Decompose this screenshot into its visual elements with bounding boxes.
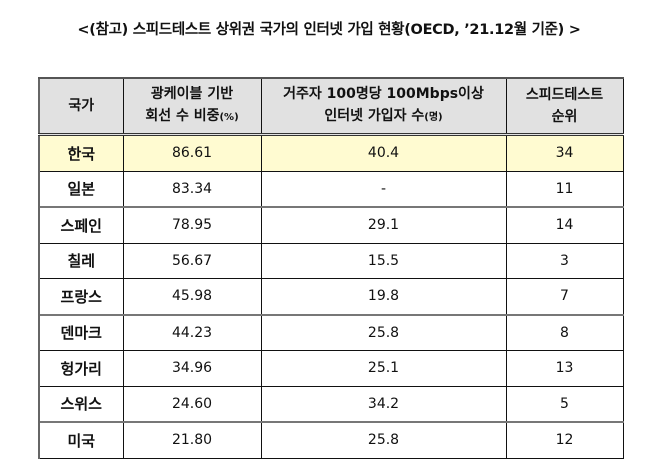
cell-subscribers: 34.2 [260,385,507,423]
header-speedtest-line1: 스피드테스트 [525,87,604,103]
header-speedtest-line2: 순위 [551,109,578,125]
cell-fiber-share: 83.34 [122,170,262,208]
cell-fiber-share: 45.98 [122,278,262,315]
table-row: 일본 83.34 - 11 [38,170,624,208]
table-row: 미국 21.80 25.8 12 [38,421,624,459]
cell-speedtest-rank: 13 [505,350,624,387]
cell-fiber-share: 78.95 [122,206,262,244]
header-subscribers-text: 인터넷 가입자 수 [324,108,425,124]
cell-country: 스페인 [38,206,124,244]
header-country-label: 국가 [68,98,95,114]
cell-subscribers: 25.1 [260,350,507,387]
cell-country: 미국 [38,421,124,459]
header-fiber-share-text: 회선 수 비중 [145,108,220,124]
cell-country: 스위스 [38,385,124,423]
cell-subscribers: 25.8 [260,313,507,351]
cell-speedtest-rank: 7 [505,278,624,315]
table-row: 스페인 78.95 29.1 14 [38,206,624,244]
cell-fiber-share: 44.23 [122,313,262,351]
cell-fiber-share: 56.67 [122,242,262,279]
cell-subscribers: - [260,170,507,208]
cell-subscribers: 29.1 [260,206,507,244]
table-row-korea: 한국 86.61 40.4 34 [38,134,624,172]
cell-subscribers: 19.8 [260,278,507,315]
header-fiber-share: 광케이블 기반 회선 수 비중(%) [122,77,262,136]
cell-subscribers: 25.8 [260,421,507,459]
cell-country: 헝가리 [38,350,124,387]
cell-country: 칠레 [38,242,124,279]
header-fiber-share-line1: 광케이블 기반 [150,86,234,102]
cell-subscribers: 15.5 [260,242,507,279]
header-fiber-share-unit: (%) [219,112,239,123]
cell-speedtest-rank: 11 [505,170,624,208]
table-row: 칠레 56.67 15.5 3 [38,242,624,279]
cell-country: 한국 [38,134,124,172]
cell-speedtest-rank: 8 [505,313,624,351]
cell-country: 프랑스 [38,278,124,315]
cell-speedtest-rank: 5 [505,385,624,423]
table-row: 덴마크 44.23 25.8 8 [38,313,624,351]
cell-fiber-share: 34.96 [122,350,262,387]
table-row: 헝가리 34.96 25.1 13 [38,350,624,387]
cell-subscribers: 40.4 [260,134,507,172]
cell-fiber-share: 21.80 [122,421,262,459]
header-fiber-share-line2: 회선 수 비중(%) [124,105,261,129]
header-subscribers-line1: 거주자 100명당 100Mbps이상 [283,86,484,102]
cell-speedtest-rank: 12 [505,421,624,459]
header-speedtest-rank: 스피드테스트 순위 [505,77,624,136]
header-country: 국가 [38,77,124,136]
header-subscribers-unit: (명) [424,112,443,123]
cell-speedtest-rank: 14 [505,206,624,244]
cell-fiber-share: 86.61 [122,134,262,172]
cell-country: 일본 [38,170,124,208]
header-subscribers: 거주자 100명당 100Mbps이상 인터넷 가입자 수(명) [260,77,507,136]
cell-fiber-share: 24.60 [122,385,262,423]
page-title: <(참고) 스피드테스트 상위권 국가의 인터넷 가입 현황(OECD, ’21… [77,22,581,38]
table-header-row: 국가 광케이블 기반 회선 수 비중(%) 거주자 100명당 100Mbps이… [38,77,624,136]
table-row: 스위스 24.60 34.2 5 [38,385,624,423]
cell-country: 덴마크 [38,313,124,351]
cell-speedtest-rank: 34 [505,134,624,172]
cell-speedtest-rank: 3 [505,242,624,279]
table-row: 프랑스 45.98 19.8 7 [38,278,624,315]
internet-subscription-table: 국가 광케이블 기반 회선 수 비중(%) 거주자 100명당 100Mbps이… [38,77,624,459]
header-subscribers-line2: 인터넷 가입자 수(명) [262,105,506,129]
